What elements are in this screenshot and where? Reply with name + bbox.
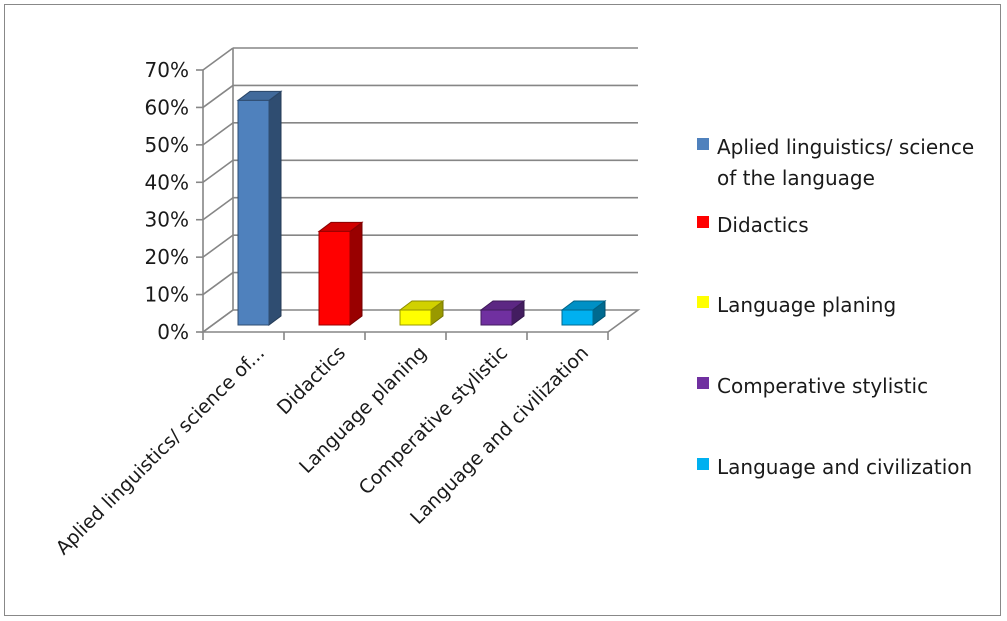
legend-swatch xyxy=(697,377,709,389)
legend-label: Language planing xyxy=(717,293,896,317)
side-wall-line xyxy=(202,159,234,183)
y-tick-label: 10% xyxy=(145,283,189,307)
bar xyxy=(318,230,351,326)
x-tick-label: Comperative stylistic xyxy=(355,342,512,499)
side-wall-line xyxy=(202,234,234,258)
legend-label: of the language xyxy=(717,166,875,190)
legend-label: Language and civilization xyxy=(717,455,972,479)
x-tick-label: Didactics xyxy=(273,342,350,419)
legend-swatch xyxy=(697,138,709,150)
y-tick-label: 60% xyxy=(145,95,189,119)
bar xyxy=(399,309,432,326)
x-tick-label: Aplied linguistics/ science of... xyxy=(52,342,269,559)
bar-side xyxy=(349,221,363,326)
legend-swatch xyxy=(697,458,709,470)
y-tick-label: 30% xyxy=(145,208,189,232)
legend-label: Aplied linguistics/ science xyxy=(717,135,974,159)
y-tick-label: 0% xyxy=(157,320,189,344)
y-tick-label: 40% xyxy=(145,170,189,194)
side-wall-line xyxy=(202,122,234,146)
legend-label: Comperative stylistic xyxy=(717,374,928,398)
bar xyxy=(561,309,594,326)
floor xyxy=(200,309,641,333)
legend-label: Didactics xyxy=(717,213,809,237)
y-tick-label: 70% xyxy=(145,58,189,82)
x-tick-label: Language and civilization xyxy=(406,342,593,529)
bar xyxy=(237,99,270,326)
side-wall-line xyxy=(202,271,234,296)
side-wall-line xyxy=(202,47,234,71)
legend-swatch xyxy=(697,216,709,228)
y-tick-label: 50% xyxy=(145,133,189,157)
legend-swatch xyxy=(697,296,709,308)
side-wall-line xyxy=(202,84,234,109)
side-wall-line xyxy=(202,197,234,221)
y-tick-label: 20% xyxy=(145,245,189,269)
bar-side xyxy=(268,90,282,326)
bar xyxy=(480,309,513,326)
